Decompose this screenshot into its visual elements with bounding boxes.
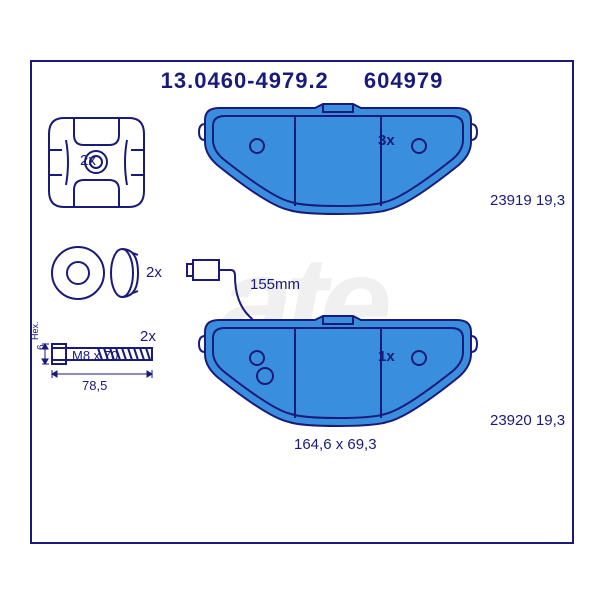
header: 13.0460-4979.2 604979 <box>32 68 572 94</box>
clip-qty: 2x <box>80 152 96 169</box>
bolt-spec: M8 x 70 <box>72 348 118 363</box>
bolt-qty: 2x <box>140 328 156 345</box>
pad-top-qty: 3x <box>378 132 395 149</box>
bolt-hex-label: Hex. <box>30 321 40 340</box>
pad-top-ref: 23919 19,3 <box>490 192 565 209</box>
diagram-frame: ate 13.0460-4979.2 604979 2x <box>30 60 574 544</box>
clip-drawing <box>44 110 149 215</box>
alt-number: 604979 <box>364 68 443 93</box>
pad-top-drawing <box>197 102 479 220</box>
bolt-hex-size: 6 <box>36 344 47 350</box>
part-number: 13.0460-4979.2 <box>161 68 329 93</box>
wire-length: 155mm <box>250 276 300 293</box>
bushings-qty: 2x <box>146 264 162 281</box>
pad-bottom-qty: 1x <box>378 348 395 365</box>
bolt-length: 78,5 <box>82 378 107 393</box>
pad-bottom-ref: 23920 19,3 <box>490 412 565 429</box>
pad-dimensions: 164,6 x 69,3 <box>294 436 377 453</box>
pad-bottom-drawing <box>177 258 487 434</box>
bushings-drawing <box>50 242 150 304</box>
